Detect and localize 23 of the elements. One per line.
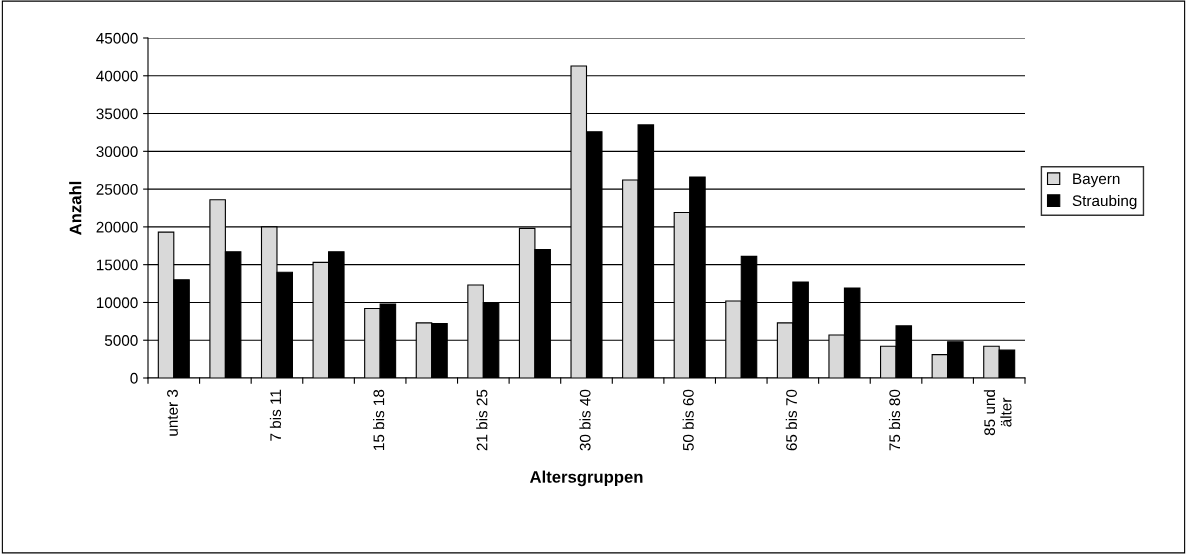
y-tick-label: 15000 (96, 259, 138, 271)
legend-label: Straubing (1072, 194, 1137, 210)
y-tick-label: 10000 (96, 297, 138, 309)
legend-label: Bayern (1073, 173, 1120, 188)
x-tick-label: 7 bis 11 (269, 389, 282, 441)
x-axis-title: Altersgruppen (529, 470, 643, 487)
x-tick-label: 85 und älter (983, 390, 1012, 436)
y-tick-label: 45000 (96, 32, 138, 44)
x-tick-label: 75 bis 80 (888, 389, 901, 451)
x-tick-label: 50 bis 60 (682, 389, 694, 451)
y-tick-label: 40000 (96, 70, 138, 82)
y-tick-label: 35000 (96, 108, 138, 120)
y-tick-label: 0 (130, 372, 138, 384)
y-tick-label: 25000 (96, 183, 138, 195)
x-tick-label: 30 bis 40 (579, 389, 591, 451)
y-tick-label: 30000 (96, 146, 138, 158)
y-axis-title: Anzahl (69, 181, 82, 235)
y-tick-label: 20000 (96, 221, 138, 233)
x-tick-label: 21 bis 25 (476, 389, 488, 451)
y-tick-label: 5000 (104, 335, 138, 346)
x-tick-label: 15 bis 18 (373, 389, 385, 450)
x-tick-label: unter 3 (167, 389, 178, 436)
x-tick-label: 65 bis 70 (785, 389, 797, 451)
